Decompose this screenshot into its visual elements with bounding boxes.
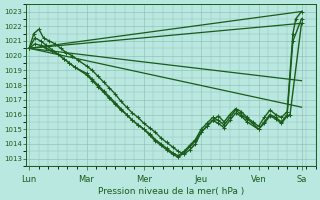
X-axis label: Pression niveau de la mer( hPa ): Pression niveau de la mer( hPa ) bbox=[98, 187, 244, 196]
